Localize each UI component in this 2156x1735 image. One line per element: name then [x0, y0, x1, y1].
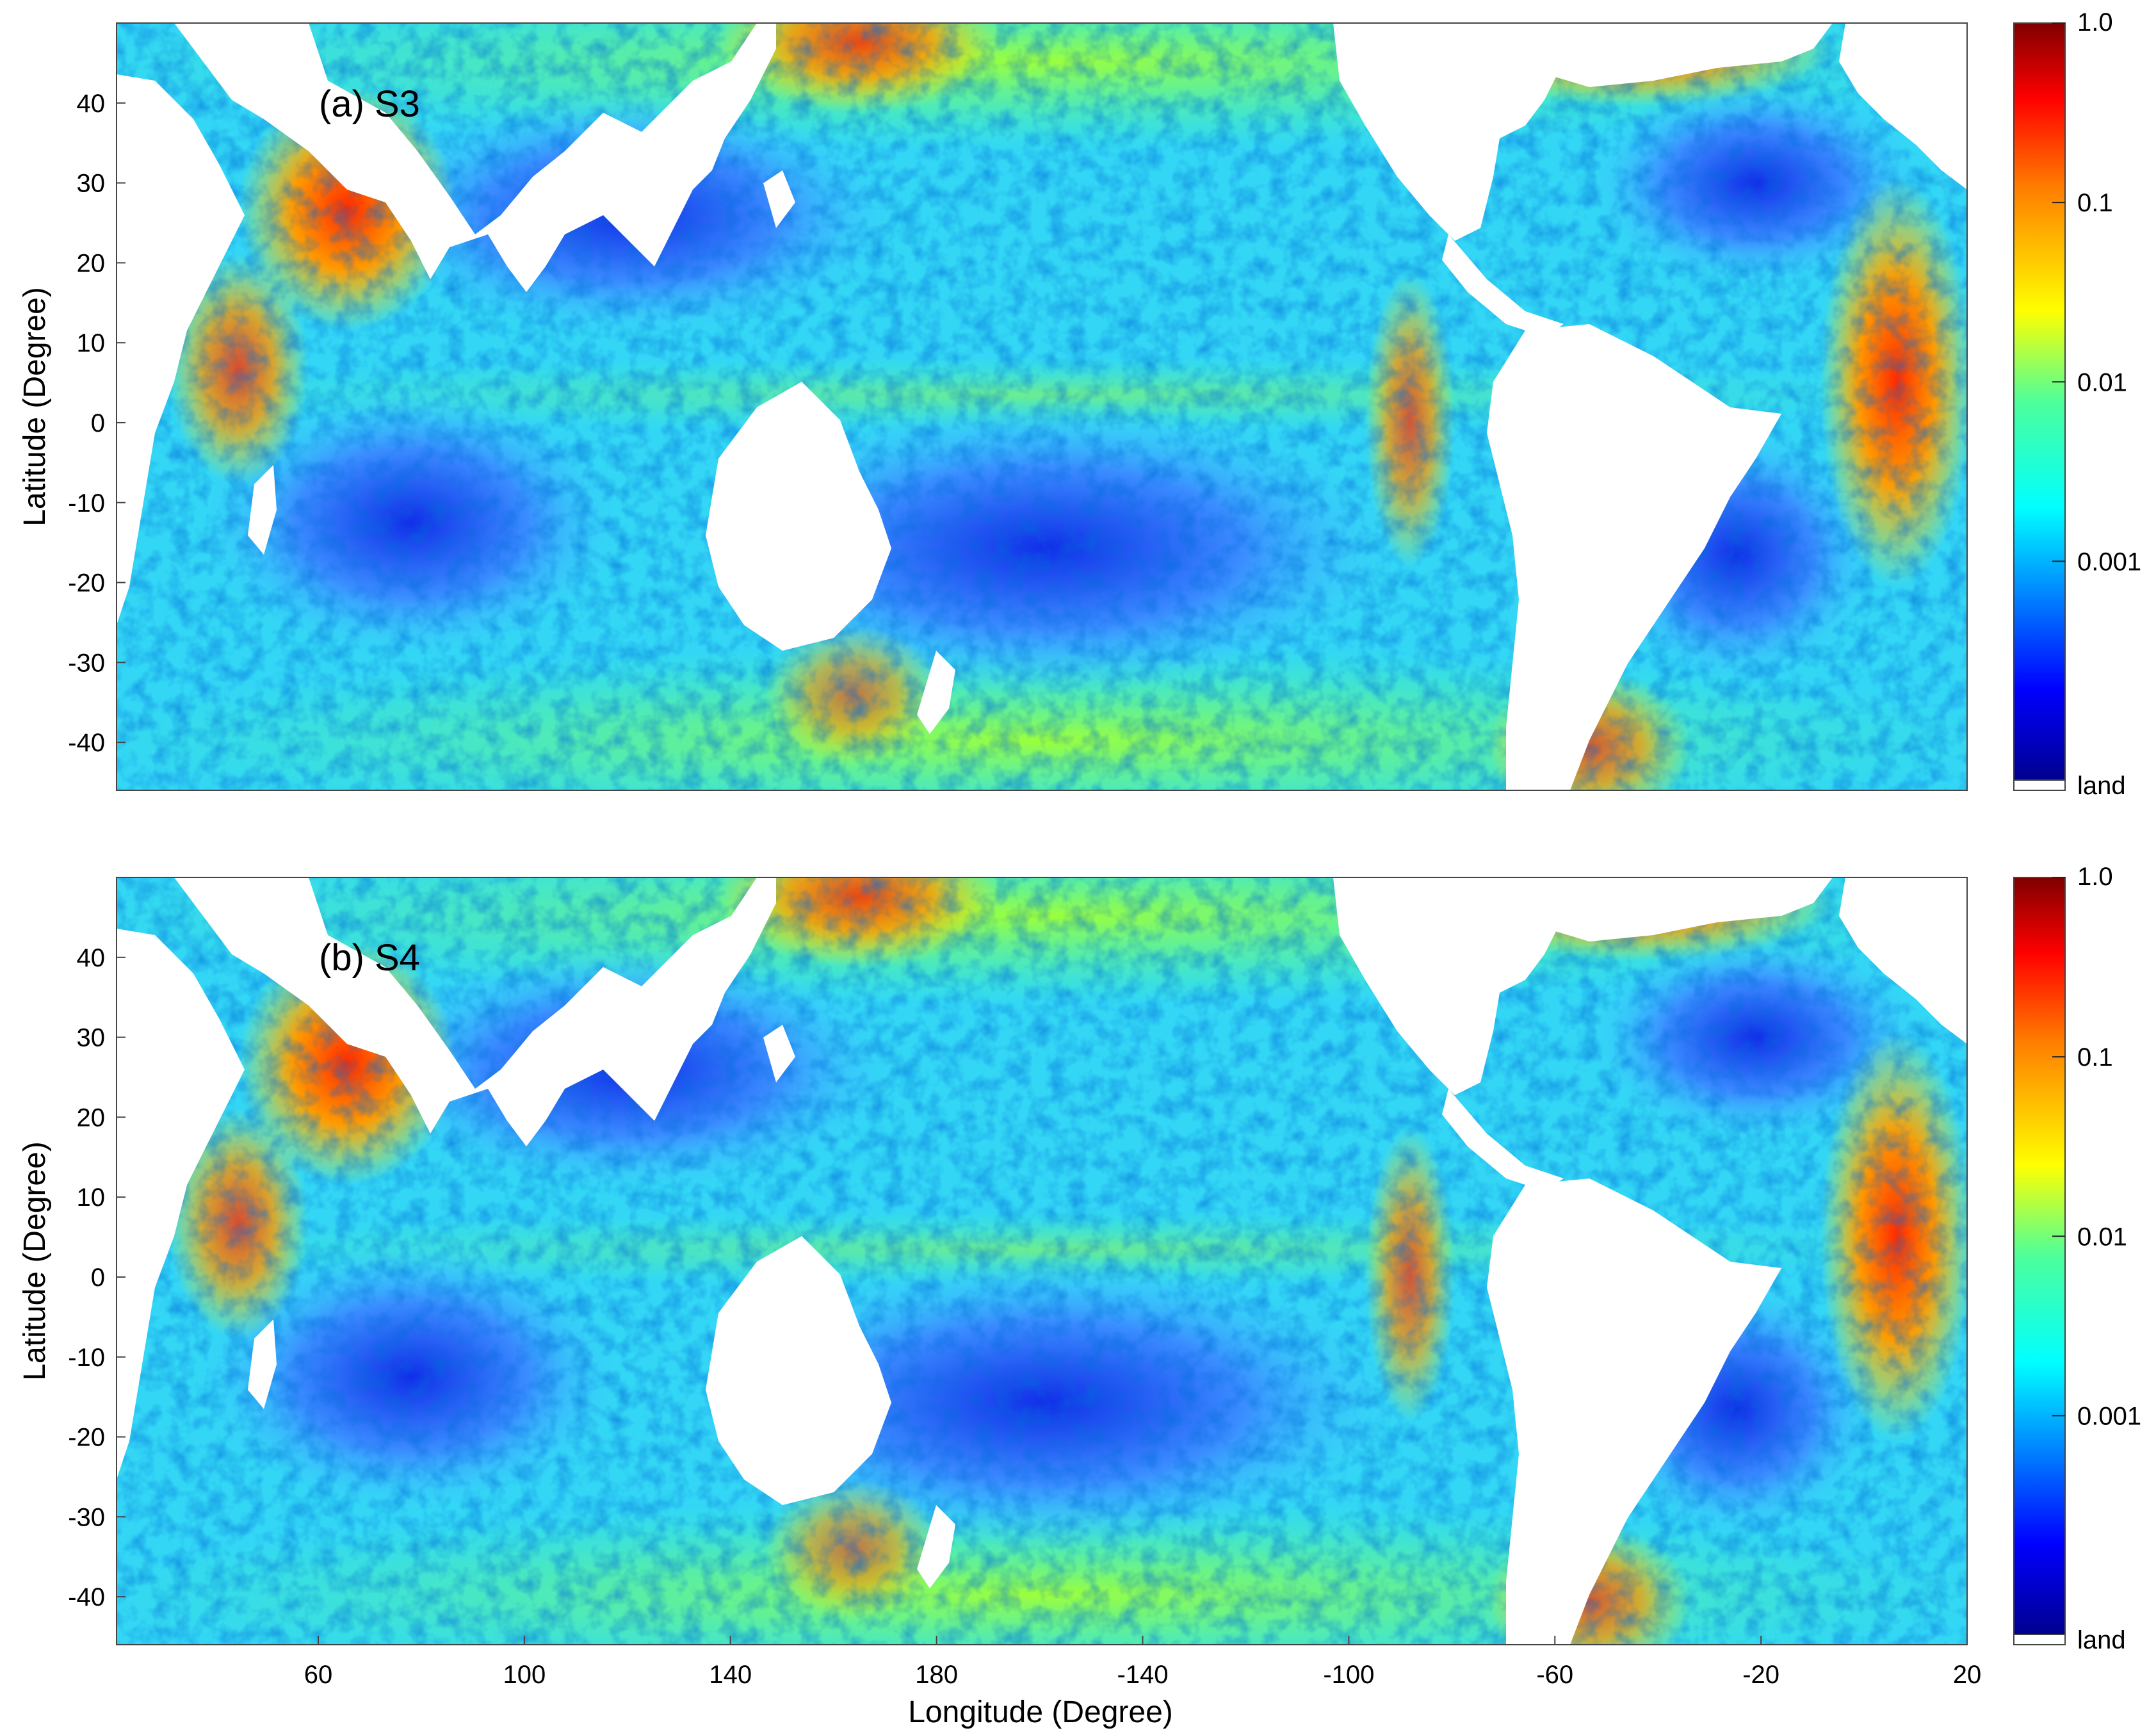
- colorbar-tick-label: 1.0: [2077, 863, 2113, 891]
- panel-a-colorbar-land-swatch: [2013, 779, 2066, 791]
- panel-a: (a) S3 40 30 20 10 0 -10 -20 -30 -40 Latitude (D…: [18, 0, 2141, 836]
- x-tick-label: -140: [1117, 1661, 1168, 1689]
- x-tick-label: 140: [709, 1661, 752, 1689]
- y-tick-label: -40: [68, 729, 105, 757]
- panel-b-label: (b) S4: [319, 937, 420, 979]
- panel-a-y-ticks: 40 30 20 10 0 -10 -20 -30 -40: [68, 90, 126, 757]
- panel-b-x-ticks: 60 100 140 180 -140 -100 -60 -20 20: [304, 1636, 1982, 1689]
- panel-a-colorbar-ticks: 1.0 0.1 0.01 0.001: [2052, 8, 2141, 576]
- x-tick-label: -20: [1742, 1661, 1779, 1689]
- y-tick-label: 10: [77, 329, 106, 357]
- y-tick-label: 30: [77, 1024, 106, 1052]
- panel-a-map: [81, 0, 2002, 836]
- panel-b-colorbar: 1.0 0.1 0.01 0.001 land: [2013, 863, 2141, 1654]
- y-tick-label: -10: [68, 1344, 105, 1372]
- colorbar-tick-label: 0.1: [2077, 189, 2113, 217]
- x-tick-label: 100: [503, 1661, 546, 1689]
- y-tick-label: -10: [68, 489, 105, 517]
- x-tick-label: 60: [304, 1661, 333, 1689]
- panel-b-colorbar-ticks: 1.0 0.1 0.01 0.001: [2052, 863, 2141, 1430]
- panel-a-frame: [116, 22, 1968, 791]
- y-tick-label: -30: [68, 649, 105, 677]
- panel-a-ylabel: Latitude (Degree): [18, 287, 52, 526]
- y-tick-label: -30: [68, 1503, 105, 1531]
- y-tick-label: 40: [77, 944, 106, 972]
- y-tick-label: 40: [77, 90, 106, 118]
- panel-a-label: (a) S3: [319, 83, 420, 125]
- y-tick-label: -20: [68, 569, 105, 598]
- panel-b-ylabel: Latitude (Degree): [18, 1141, 52, 1381]
- panel-b-colorbar-land-label: land: [2077, 1626, 2126, 1654]
- panel-b-frame: [116, 877, 1968, 1645]
- y-tick-label: 10: [77, 1184, 106, 1212]
- y-tick-label: 0: [91, 1264, 105, 1292]
- y-tick-label: 30: [77, 170, 106, 198]
- panel-b-colorbar-gradient: [2013, 877, 2066, 1635]
- colorbar-tick-label: 1.0: [2077, 8, 2113, 37]
- colorbar-tick-label: 0.01: [2077, 1223, 2127, 1251]
- panel-a-colorbar-land-label: land: [2077, 772, 2126, 800]
- panel-b-colorbar-land-swatch: [2013, 1634, 2066, 1645]
- panel-b-xlabel: Longitude (Degree): [908, 1695, 1173, 1729]
- colorbar-tick-label: 0.1: [2077, 1043, 2113, 1071]
- colorbar-tick-label: 0.01: [2077, 368, 2127, 396]
- x-tick-label: 180: [915, 1661, 958, 1689]
- y-tick-label: -20: [68, 1424, 105, 1452]
- x-tick-label: -60: [1536, 1661, 1573, 1689]
- y-tick-label: -40: [68, 1583, 105, 1611]
- y-tick-label: 20: [77, 1104, 106, 1132]
- panel-a-colorbar: 1.0 0.1 0.01 0.001 land: [2013, 8, 2141, 800]
- y-tick-label: 0: [91, 409, 105, 437]
- colorbar-tick-label: 0.001: [2077, 1402, 2141, 1430]
- panel-a-colorbar-gradient: [2013, 22, 2066, 781]
- x-tick-label: 20: [1953, 1661, 1982, 1689]
- y-tick-label: 20: [77, 249, 106, 277]
- colorbar-tick-label: 0.001: [2077, 548, 2141, 576]
- panel-b-y-ticks: 40 30 20 10 0 -10 -20 -30 -40: [68, 944, 126, 1611]
- x-tick-label: -100: [1323, 1661, 1374, 1689]
